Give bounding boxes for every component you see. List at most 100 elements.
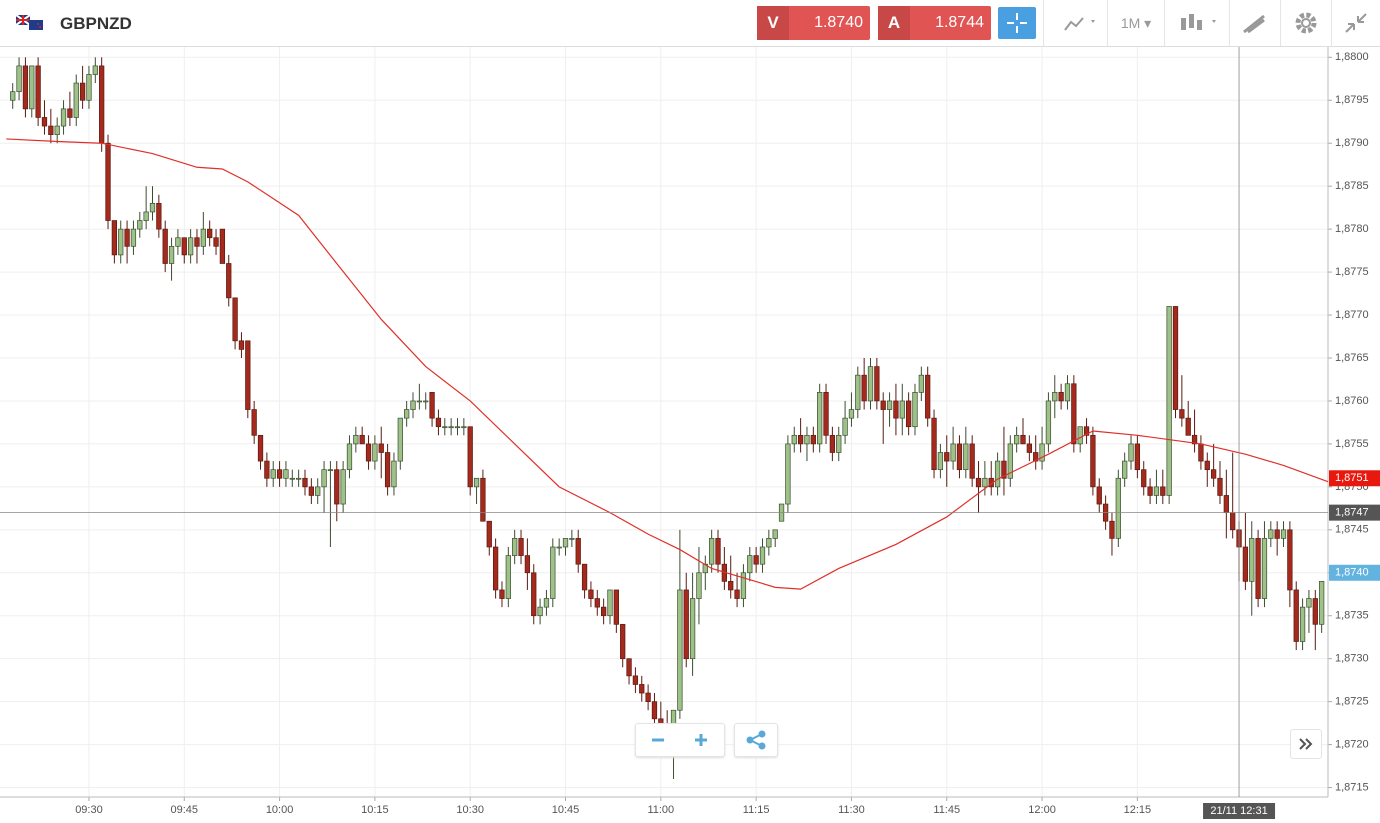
- candle-body: [1306, 598, 1312, 608]
- candle-body: [207, 228, 213, 239]
- candle-body: [937, 452, 944, 471]
- candle-body: [416, 400, 423, 403]
- candle-body: [1179, 409, 1185, 419]
- y-tick-label: 1,8730: [1335, 653, 1369, 665]
- scroll-end-button[interactable]: [1290, 729, 1322, 759]
- share-icon: [746, 730, 766, 750]
- candle-body: [99, 65, 105, 144]
- candle-button[interactable]: [1164, 0, 1229, 46]
- candle-body: [492, 546, 499, 591]
- candle-body: [1026, 443, 1032, 453]
- candle-body: [429, 392, 435, 419]
- candle-body: [302, 477, 308, 488]
- candle-body: [537, 606, 543, 617]
- candle-body: [391, 460, 397, 488]
- candle-body: [1064, 383, 1071, 402]
- candle-body: [397, 417, 403, 462]
- candle-body: [79, 82, 86, 101]
- x-tick-label: 12:00: [1028, 804, 1056, 816]
- candle-body: [956, 443, 963, 471]
- chart-type-icon: [1063, 17, 1095, 31]
- buy-button[interactable]: A 1.8744: [878, 6, 991, 40]
- candle-body: [448, 426, 454, 429]
- x-tick-label: 11:00: [647, 804, 674, 816]
- candle-body: [48, 125, 54, 135]
- candle-body: [1039, 443, 1045, 462]
- candle-body: [594, 598, 600, 608]
- candle-body: [1204, 460, 1210, 471]
- candle-body: [175, 237, 181, 247]
- candle-body: [435, 417, 442, 428]
- collapse-button[interactable]: [1331, 0, 1380, 46]
- sell-button[interactable]: V 1.8740: [757, 6, 870, 40]
- candle-body: [1134, 443, 1141, 471]
- candle-body: [181, 237, 187, 256]
- candle-body: [683, 589, 689, 660]
- candle-body: [1249, 538, 1255, 582]
- candle-body: [982, 477, 988, 488]
- candle-body: [651, 701, 658, 720]
- candle-body: [1058, 392, 1064, 402]
- x-tick-label: 09:45: [171, 804, 199, 816]
- crosshair-button[interactable]: [998, 7, 1036, 39]
- candle-body: [994, 460, 1001, 488]
- candle-body: [1083, 426, 1090, 436]
- y-tick-label: 1,8765: [1335, 352, 1369, 364]
- candle-body: [823, 392, 829, 436]
- crosshair-x-box: [1203, 803, 1276, 819]
- candle-body: [1071, 383, 1077, 445]
- candle-body: [194, 237, 200, 247]
- candle-body: [861, 374, 867, 402]
- zoom-in[interactable]: [695, 734, 707, 746]
- candle-body: [486, 520, 492, 548]
- candle-body: [315, 486, 321, 496]
- crosshair-x-label: 21/11 12:31: [1210, 805, 1267, 817]
- candle-body: [810, 434, 816, 445]
- symbol: GBPNZD: [60, 14, 132, 33]
- candle-body: [372, 443, 378, 462]
- y-tick-label: 1,8715: [1335, 781, 1369, 793]
- candle-body: [556, 546, 562, 549]
- x-tick-label: 12:15: [1124, 804, 1152, 816]
- crosshair-icon: [1007, 13, 1027, 33]
- draw-button[interactable]: [1229, 0, 1280, 46]
- candle-body: [950, 443, 956, 462]
- settings-button[interactable]: [1280, 0, 1331, 46]
- candle-body: [200, 228, 206, 247]
- candle-body: [340, 469, 346, 505]
- candle-body: [1242, 546, 1249, 582]
- candle-body: [1109, 520, 1115, 539]
- candle-body: [963, 443, 969, 471]
- candle-body: [245, 340, 251, 410]
- candle-body: [137, 220, 143, 230]
- buy-price: 1.8744: [935, 14, 984, 31]
- candle-body: [944, 452, 950, 462]
- y-tick-label: 1,8720: [1335, 739, 1369, 751]
- candle-body: [10, 91, 16, 101]
- x-tick-label: 11:15: [743, 804, 770, 816]
- y-tick-label: 1,8770: [1335, 309, 1369, 321]
- y-tick-label: 1,8760: [1335, 395, 1369, 407]
- candle-body: [728, 581, 734, 591]
- chart-type-button[interactable]: [1043, 0, 1107, 46]
- candle-body: [1230, 512, 1236, 531]
- timeframe: 1M: [1120, 15, 1141, 31]
- zoom-icons: [652, 734, 707, 746]
- x-tick-label: 10:00: [266, 804, 294, 816]
- candle-body: [766, 538, 772, 548]
- candle-body: [16, 65, 22, 93]
- timeframe-button[interactable]: 1M ▾: [1107, 0, 1164, 46]
- price-marker: [1329, 470, 1380, 487]
- candle-body: [346, 443, 353, 471]
- candle-body: [238, 340, 245, 350]
- candle-body: [1141, 469, 1147, 488]
- candle-body: [1185, 417, 1191, 436]
- candle-body: [67, 108, 73, 118]
- share-button[interactable]: [734, 723, 778, 757]
- candle-body: [880, 400, 886, 410]
- candle-body: [410, 400, 416, 410]
- candle-body: [715, 538, 721, 565]
- candle-body: [461, 426, 467, 429]
- candle-body: [867, 366, 874, 402]
